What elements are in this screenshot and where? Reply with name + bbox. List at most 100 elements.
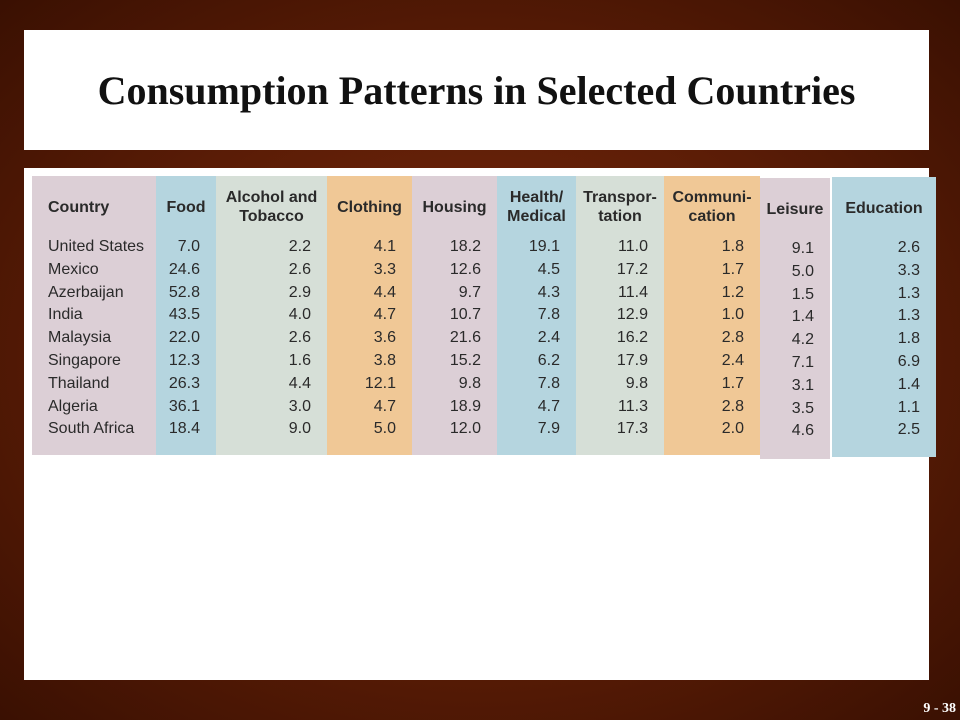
table-cell: 4.5 xyxy=(537,260,560,278)
table-cell: Malaysia xyxy=(48,329,112,347)
table-cell: 9.1 xyxy=(791,240,814,257)
table-cell: 7.9 xyxy=(537,420,560,438)
table-cell: 9.0 xyxy=(288,420,311,438)
table-cell: United States xyxy=(48,238,145,255)
table-cell: 3.3 xyxy=(897,261,920,279)
table-cell: 3.0 xyxy=(288,397,311,415)
table-cell: 19.1 xyxy=(528,238,560,255)
table-cell: 18.4 xyxy=(168,420,200,438)
table-cell: 1.0 xyxy=(721,306,744,324)
table-cell: 1.7 xyxy=(721,260,744,278)
table-cell: 9.7 xyxy=(458,283,481,301)
column-communication: Communi- cation 1.8 1.7 1.2 1.0 2.8 2.4 1.7 2.8 2… xyxy=(664,176,760,455)
table-cell: 9.8 xyxy=(458,374,481,392)
column-housing: Housing 18.2 12.6 9.7 10.7 21.6 15.2 9.8 18.9 12.… xyxy=(412,176,497,455)
table-cell: 4.1 xyxy=(373,238,396,255)
table-cell: 5.0 xyxy=(373,420,396,438)
slide-title: Consumption Patterns in Selected Countri… xyxy=(97,67,856,113)
column-header-housing: Housing xyxy=(422,198,487,216)
column-health: Health/ Medical 19.1 4.5 4.3 7.8 2.4 6.2 7.8 4.7… xyxy=(497,176,576,455)
table-cell: 11.3 xyxy=(618,397,648,415)
table-cell: 2.2 xyxy=(288,238,311,255)
table-cell: 36.1 xyxy=(168,397,200,415)
table-cell: 18.2 xyxy=(449,238,481,255)
table-cell: 7.0 xyxy=(177,238,200,255)
table-cell: 1.2 xyxy=(721,283,744,301)
table-cell: 2.5 xyxy=(897,421,920,439)
table-cell: 7.1 xyxy=(791,353,814,371)
table-cell: 1.6 xyxy=(288,351,311,369)
column-education: Education 2.6 3.3 1.3 1.3 1.8 6.9 1.4 1.1 2.5 xyxy=(832,177,936,457)
column-header-country: Country xyxy=(48,198,110,216)
table-cell: 17.2 xyxy=(616,260,648,278)
table-cell: 1.4 xyxy=(791,308,814,326)
column-header-health: Health/ Medical xyxy=(507,189,566,225)
table-cell: 24.6 xyxy=(168,260,200,278)
table-cell: 1.8 xyxy=(897,330,920,348)
column-header-food: Food xyxy=(166,198,206,216)
table-cell: 6.2 xyxy=(537,351,560,369)
table-cell: 2.6 xyxy=(897,239,920,256)
column-country: Country United States Mexico Azerbaijan Indi… xyxy=(32,176,156,455)
column-header-leisure: Leisure xyxy=(766,200,824,218)
table-cell: 4.2 xyxy=(791,331,814,349)
table-cell: 4.7 xyxy=(537,397,560,415)
table-cell: 1.5 xyxy=(791,285,814,303)
table-cell: 4.3 xyxy=(537,283,560,301)
table-cell: 15.2 xyxy=(449,351,481,369)
table-cell: 18.9 xyxy=(449,397,481,415)
table-cell: 2.4 xyxy=(537,329,560,347)
table-cell: 17.9 xyxy=(616,351,648,369)
table-cell: Azerbaijan xyxy=(48,283,124,301)
table-cell: 26.3 xyxy=(168,374,200,392)
table-cell: South Africa xyxy=(48,420,135,438)
table-cell: 4.6 xyxy=(791,422,814,440)
table-cell: 2.6 xyxy=(288,260,311,278)
table-cell: 1.8 xyxy=(721,238,744,255)
table-cell: 2.9 xyxy=(288,283,311,301)
table-cell: 2.8 xyxy=(721,329,744,347)
table-cell: 1.3 xyxy=(897,284,920,302)
table-cell: 12.3 xyxy=(168,351,200,369)
table-cell: 3.1 xyxy=(791,376,814,394)
table-cell: 43.5 xyxy=(168,306,200,324)
table-cell: 4.0 xyxy=(288,306,311,324)
table-cell: 6.9 xyxy=(897,352,920,370)
table-cell: Algeria xyxy=(48,397,98,415)
table-cell: 1.4 xyxy=(897,375,920,393)
table-cell: 1.7 xyxy=(721,374,744,392)
table-cell: 4.4 xyxy=(373,283,396,301)
table-cell: Singapore xyxy=(48,351,121,369)
table-cell: 1.3 xyxy=(897,307,920,325)
table-cell: India xyxy=(48,306,83,324)
table-cell: 12.6 xyxy=(449,260,481,278)
table-cell: 2.4 xyxy=(721,351,744,369)
table-cell: 12.0 xyxy=(449,420,481,438)
table-cell: 52.8 xyxy=(168,283,200,301)
table-cell: 10.7 xyxy=(449,306,481,324)
column-food: Food 7.0 24.6 52.8 43.5 22.0 12.3 26.3 36.1 18.4 xyxy=(156,176,216,455)
column-header-transport: Transpor- tation xyxy=(583,189,657,225)
table-cell: 3.8 xyxy=(373,351,396,369)
table-cell: 7.8 xyxy=(537,374,560,392)
table-cell: Thailand xyxy=(48,374,110,392)
table-cell: 7.8 xyxy=(537,306,560,324)
table-cell: 4.4 xyxy=(288,374,311,392)
table-cell: 3.5 xyxy=(791,399,814,417)
table-cell: Mexico xyxy=(48,260,99,278)
table-cell: 11.4 xyxy=(618,283,648,301)
table-cell: 2.6 xyxy=(288,329,311,347)
table-cell: 4.7 xyxy=(373,306,396,324)
column-header-alcohol: Alcohol and Tobacco xyxy=(225,189,318,225)
table-cell: 2.0 xyxy=(721,420,744,438)
table-cell: 21.6 xyxy=(449,329,481,347)
table-cell: 3.3 xyxy=(373,260,396,278)
table-cell: 16.2 xyxy=(616,329,648,347)
table-cell: 3.6 xyxy=(373,329,396,347)
table-cell: 9.8 xyxy=(625,374,648,392)
table-cell: 17.3 xyxy=(616,420,648,438)
column-clothing: Clothing 4.1 3.3 4.4 4.7 3.6 3.8 12.1 4.7 5.0 xyxy=(327,176,412,455)
table-cell: 12.9 xyxy=(616,306,648,324)
table-cell: 12.1 xyxy=(364,374,396,392)
table-cell: 1.1 xyxy=(897,398,920,416)
